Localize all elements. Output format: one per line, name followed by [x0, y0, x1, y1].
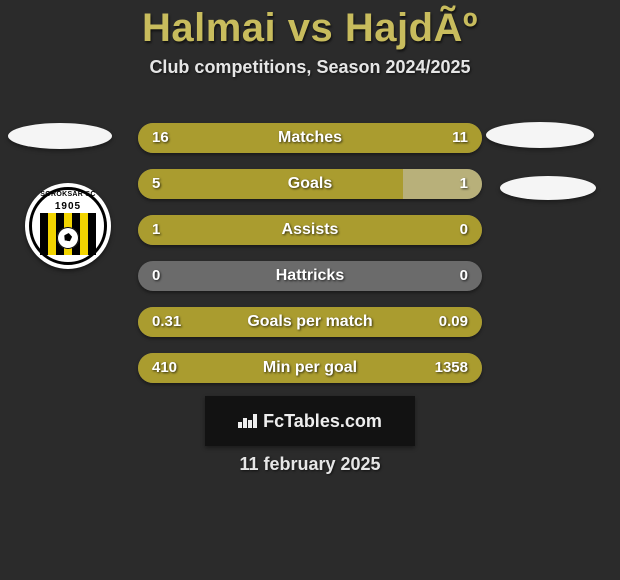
- placeholder-oval-0: [8, 123, 112, 149]
- placeholder-oval-2: [500, 176, 596, 200]
- ball-icon: [57, 227, 79, 249]
- logo-top-text: SOROKSAR SC: [25, 191, 111, 198]
- stat-label: Hattricks: [138, 261, 482, 291]
- stat-label: Min per goal: [138, 353, 482, 383]
- logo-year: 1905: [25, 201, 111, 212]
- subtitle: Club competitions, Season 2024/2025: [0, 57, 620, 78]
- stat-row-min-per-goal: 4101358Min per goal: [138, 353, 482, 383]
- date-text: 11 february 2025: [0, 454, 620, 475]
- chart-icon: [238, 414, 256, 428]
- stat-label: Goals per match: [138, 307, 482, 337]
- comparison-bars: 1611Matches 51Goals 10Assists 00Hattricks 0.…: [138, 123, 482, 399]
- stat-label: Goals: [138, 169, 482, 199]
- stat-row-matches: 1611Matches: [138, 123, 482, 153]
- placeholder-oval-1: [486, 122, 594, 148]
- page-title: Halmai vs HajdÃº: [0, 0, 620, 51]
- stat-label: Matches: [138, 123, 482, 153]
- club-left-logo: SOROKSAR SC 1905: [25, 183, 111, 287]
- brand-badge: FcTables.com: [205, 396, 415, 446]
- brand-text: FcTables.com: [263, 411, 382, 432]
- stat-row-assists: 10Assists: [138, 215, 482, 245]
- stat-row-goals: 51Goals: [138, 169, 482, 199]
- stat-row-hattricks: 00Hattricks: [138, 261, 482, 291]
- stat-row-goals-per-match: 0.310.09Goals per match: [138, 307, 482, 337]
- stat-label: Assists: [138, 215, 482, 245]
